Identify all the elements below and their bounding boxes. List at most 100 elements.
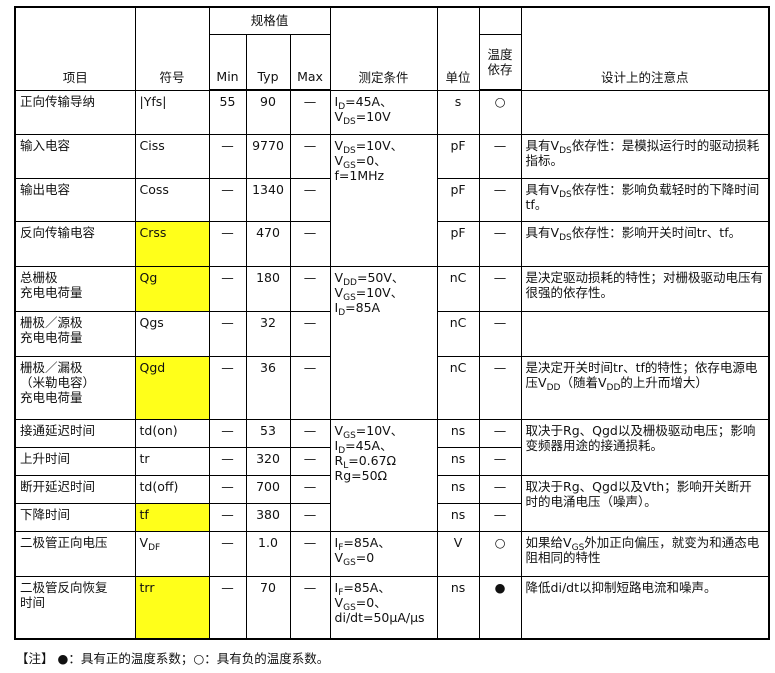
cell-unit: pF <box>436 177 480 222</box>
cell-design-note <box>520 310 770 357</box>
cell-temp-dependence: — <box>478 177 522 222</box>
cell-design-note: 具有VDS依存性：影响负载轻时的下降时间tf。 <box>520 177 770 222</box>
table-row: 正向传输导纳 |Yfs| 55 90— ID=45A、 VDS=10V s ○ <box>14 89 770 135</box>
cell-typ: 9770 <box>245 133 291 179</box>
cell-unit: nC <box>436 355 480 420</box>
cell-symbol: tf <box>134 502 210 532</box>
cell-unit: s <box>436 89 480 135</box>
cell-max: — <box>289 265 331 312</box>
cell-temp-dependence: — <box>478 502 522 532</box>
cell-max: — <box>289 355 331 420</box>
cell-temp-dependence: ● <box>478 575 522 640</box>
cell-item: 断开延迟时间 <box>14 474 136 504</box>
table-row: 输入电容 Ciss —9770— VDS=10V、 VGS=0、 f=1MHz pF — 具有V… <box>14 133 770 267</box>
cell-min: — <box>208 474 247 504</box>
table-row: 二极管正向电压 VDF —1.0— IF=85A、 VGS=0 V ○ 如果给VGS外加正向偏… <box>14 530 770 577</box>
cell-item: 二极管正向电压 <box>14 530 136 577</box>
cell-symbol: td(off) <box>134 474 210 504</box>
cell-temp-dependence: — <box>478 265 522 312</box>
cell-design-note: 是决定开关时间tr、tf的特性；依存电源电压VDD（随着VDD的上升而增大） <box>520 355 770 420</box>
cell-item: 输出电容 <box>14 177 136 222</box>
cell-min: — <box>208 418 247 448</box>
cell-condition: IF=85A、 VGS=0、 di/dt=50μA/μs <box>329 575 438 640</box>
cell-min: — <box>208 355 247 420</box>
cell-condition: VDD=50V、 VGS=10V、 ID=85A <box>329 265 438 420</box>
table-row: 输出电容 Coss —1340— pF — 具有VDS依存性：影响负载轻时的下降时间tf。 <box>14 177 770 222</box>
cell-min: — <box>208 446 247 476</box>
cell-min: — <box>208 220 247 267</box>
cell-typ: 380 <box>245 502 291 532</box>
cell-unit: pF <box>436 220 480 267</box>
cell-symbol: Qgs <box>134 310 210 357</box>
cell-symbol: VDF <box>134 530 210 577</box>
cell-unit: nC <box>436 310 480 357</box>
table-row: 二极管反向恢复 时间 trr —70— IF=85A、 VGS=0、 di/dt=50μA/… <box>14 575 770 640</box>
cell-symbol: td(on) <box>134 418 210 448</box>
cell-design-note: 取决于Rg、Qgd以及Vth；影响开关断开时的电涌电压（噪声）。 <box>520 474 770 532</box>
cell-min: — <box>208 530 247 577</box>
cell-temp-dependence: — <box>478 133 522 179</box>
header-condition: 测定条件 <box>329 6 438 91</box>
header-symbol: 符号 <box>134 6 210 91</box>
cell-typ: 53 <box>245 418 291 448</box>
cell-typ: 700 <box>245 474 291 504</box>
cell-typ: 470 <box>245 220 291 267</box>
cell-max: — <box>289 89 331 135</box>
header-temp: 温度 依存 <box>478 33 522 91</box>
cell-unit: nC <box>436 265 480 312</box>
cell-design-note: 取决于Rg、Qgd以及栅极驱动电压；影响变频器用途的接通损耗。 <box>520 418 770 476</box>
cell-design-note: 降低di/dt以抑制短路电流和噪声。 <box>520 575 770 640</box>
cell-unit: ns <box>436 474 480 504</box>
cell-item: 栅极／漏极 （米勒电容） 充电电荷量 <box>14 355 136 420</box>
cell-item: 接通延迟时间 <box>14 418 136 448</box>
header-item: 项目 <box>14 6 136 91</box>
cell-item: 栅极／源极 充电电荷量 <box>14 310 136 357</box>
cell-typ: 32 <box>245 310 291 357</box>
cell-typ: 90 <box>245 89 291 135</box>
table-row: 反向传输电容 Crss —470— pF — 具有VDS依存性：影响开关时间tr、tf。 <box>14 220 770 267</box>
cell-unit: ns <box>436 446 480 476</box>
cell-item: 下降时间 <box>14 502 136 532</box>
cell-max: — <box>289 418 331 448</box>
cell-max: — <box>289 177 331 222</box>
cell-symbol: trr <box>134 575 210 640</box>
cell-temp-dependence: — <box>478 220 522 267</box>
cell-max: — <box>289 474 331 504</box>
cell-condition: VGS=10V、 ID=45A、 RL=0.67Ω Rg=50Ω <box>329 418 438 532</box>
cell-symbol: Crss <box>134 220 210 267</box>
footnote: 【注】 ●：具有正的温度系数；○：具有负的温度系数。 <box>16 651 330 666</box>
cell-design-note: 如果给VGS外加正向偏压，就变为和通态电阻相同的特性 <box>520 530 770 577</box>
cell-typ: 70 <box>245 575 291 640</box>
cell-item: 总栅极 充电电荷量 <box>14 265 136 312</box>
cell-condition: ID=45A、 VDS=10V <box>329 89 438 135</box>
cell-unit: ns <box>436 418 480 448</box>
cell-item: 正向传输导纳 <box>14 89 136 135</box>
cell-max: — <box>289 220 331 267</box>
cell-max: — <box>289 310 331 357</box>
cell-min: — <box>208 502 247 532</box>
cell-temp-dependence: — <box>478 474 522 504</box>
cell-max: — <box>289 446 331 476</box>
header-max: Max <box>289 33 331 91</box>
cell-max: — <box>289 575 331 640</box>
cell-typ: 36 <box>245 355 291 420</box>
header-typ: Typ <box>245 33 291 91</box>
cell-design-note <box>520 89 770 135</box>
cell-typ: 1340 <box>245 177 291 222</box>
cell-design-note: 具有VDS依存性：是模拟运行时的驱动损耗指标。 <box>520 133 770 179</box>
cell-item: 反向传输电容 <box>14 220 136 267</box>
table-row: 总栅极 充电电荷量 Qg —180— VDD=50V、 VGS=10V、 ID=85A nC —… <box>14 265 770 420</box>
cell-min: — <box>208 177 247 222</box>
cell-min: — <box>208 133 247 179</box>
table-row: 下降时间 tf —380— ns — <box>14 502 769 532</box>
cell-item: 输入电容 <box>14 133 136 179</box>
cell-item: 二极管反向恢复 时间 <box>14 575 136 640</box>
cell-temp-dependence: ○ <box>478 89 522 135</box>
cell-condition: VDS=10V、 VGS=0、 f=1MHz <box>329 133 438 267</box>
cell-unit: pF <box>436 133 480 179</box>
header-spec-group: 规格值 <box>208 6 331 35</box>
cell-temp-dependence: ○ <box>478 530 522 577</box>
header-unit: 单位 <box>436 6 480 91</box>
table-row: 接通延迟时间 td(on) —53— VGS=10V、 ID=45A、 RL=0.67Ω R… <box>14 418 770 532</box>
cell-symbol: Ciss <box>134 133 210 179</box>
